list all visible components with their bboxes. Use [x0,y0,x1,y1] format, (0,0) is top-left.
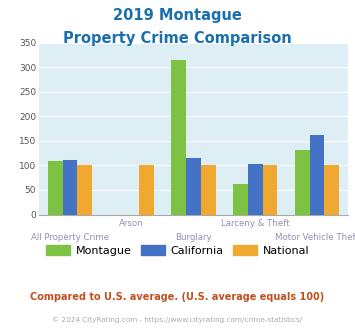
Bar [139,165,154,215]
Legend: Montague, California, National: Montague, California, National [41,240,314,260]
Bar [295,150,310,214]
Text: Property Crime Comparison: Property Crime Comparison [63,31,292,46]
Bar [48,161,62,215]
Text: All Property Crime: All Property Crime [31,233,109,242]
Bar [186,158,201,214]
Bar [263,165,278,215]
Text: 2019 Montague: 2019 Montague [113,8,242,23]
Text: Arson: Arson [119,219,144,228]
Text: Burglary: Burglary [175,233,212,242]
Text: Motor Vehicle Theft: Motor Vehicle Theft [275,233,355,242]
Bar [233,184,248,214]
Bar [310,135,324,214]
Bar [62,160,77,214]
Text: Compared to U.S. average. (U.S. average equals 100): Compared to U.S. average. (U.S. average … [31,292,324,302]
Text: © 2024 CityRating.com - https://www.cityrating.com/crime-statistics/: © 2024 CityRating.com - https://www.city… [53,317,302,323]
Bar [171,60,186,214]
Bar [77,165,92,215]
Bar [201,165,216,215]
Bar [248,164,263,214]
Text: Larceny & Theft: Larceny & Theft [221,219,290,228]
Bar [324,165,339,215]
